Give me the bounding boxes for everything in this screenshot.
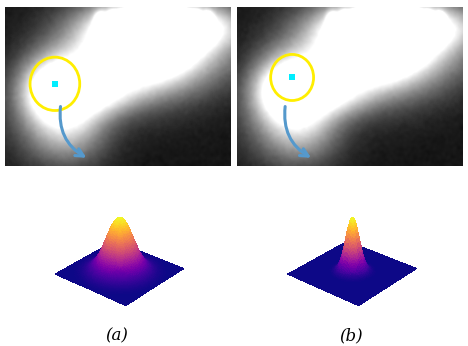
Text: (a): (a) <box>106 327 128 344</box>
Text: (b): (b) <box>339 327 363 344</box>
